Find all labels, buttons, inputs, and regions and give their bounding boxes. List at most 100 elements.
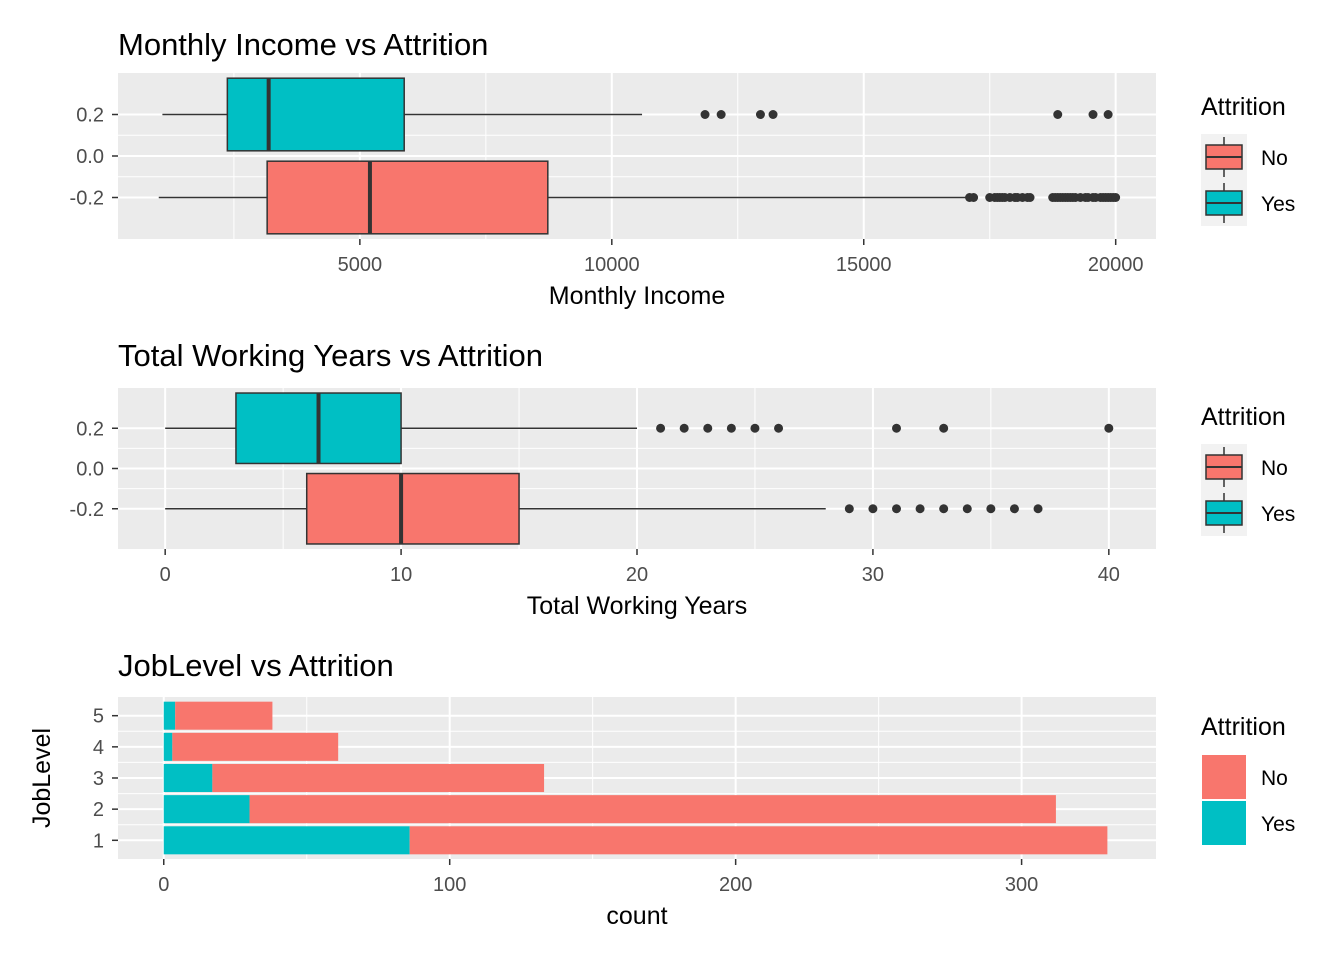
outlier-point — [915, 504, 925, 514]
boxplot-no — [165, 472, 1043, 545]
x-axis-label: Total Working Years — [527, 592, 748, 620]
x-tick-label: 10 — [390, 564, 412, 586]
box-iqr — [266, 160, 549, 235]
x-tick-label: 100 — [433, 874, 466, 896]
outlier-point — [1009, 504, 1019, 514]
y-tick-label: 0.0 — [76, 146, 104, 168]
x-tick-label: 30 — [862, 564, 884, 586]
outlier-point — [768, 110, 778, 119]
legend-label: No — [1261, 767, 1288, 790]
legend-title: Attrition — [1201, 93, 1286, 121]
bar-segment-no — [172, 732, 339, 761]
outlier-point — [844, 504, 854, 514]
legend-item-no: No — [1201, 134, 1288, 180]
x-axis-label: count — [606, 902, 667, 930]
y-tick-label: 4 — [93, 737, 104, 759]
x-tick-label: 10000 — [584, 254, 640, 276]
outlier-point — [656, 423, 666, 433]
y-tick-label: 0.0 — [76, 459, 104, 481]
x-tick-label: 5000 — [338, 254, 383, 276]
panel-1: Monthly Income vs Attrition 5000 10000 1500… — [70, 27, 1296, 310]
legend-item-yes: Yes — [1201, 800, 1295, 846]
bar-group-joblevel-4 — [163, 732, 339, 761]
outlier-point — [939, 504, 949, 514]
outlier-point — [868, 504, 878, 514]
bar-group-joblevel-1 — [163, 826, 1108, 855]
boxplot-no — [158, 160, 1121, 235]
outlier-point — [716, 110, 726, 119]
outlier-point — [1104, 423, 1114, 433]
y-tick-label: -0.2 — [70, 499, 104, 521]
outlier-point — [1088, 110, 1098, 119]
y-tick-label: 0.2 — [76, 105, 104, 127]
outlier-point — [892, 504, 901, 514]
bar-segment-no — [409, 826, 1108, 855]
outlier-point — [1053, 110, 1063, 119]
bar-segment-yes — [163, 701, 176, 730]
outlier-point — [1111, 193, 1121, 202]
outlier-point — [939, 423, 949, 433]
bar-group-joblevel-5 — [163, 701, 273, 730]
box-iqr — [305, 472, 520, 545]
panel-title: Monthly Income vs Attrition — [118, 27, 488, 62]
x-tick-label: 0 — [160, 564, 171, 586]
y-tick-label: 2 — [93, 799, 104, 821]
outlier-point — [1103, 110, 1113, 119]
box-iqr — [226, 77, 405, 152]
panel-title: Total Working Years vs Attrition — [118, 338, 543, 373]
legend-item-no: No — [1201, 754, 1288, 800]
panel-3: JobLevel vs Attrition 0 100 200 300 count 5 4 3 2… — [28, 648, 1295, 930]
x-tick-label: 200 — [719, 874, 752, 896]
bar-segment-yes — [163, 763, 213, 793]
bar-segment-no — [212, 763, 545, 793]
legend-label: Yes — [1261, 193, 1295, 216]
legend-label: Yes — [1261, 813, 1295, 836]
panel-2: Total Working Years vs Attrition 0 10 20 30 4… — [70, 338, 1296, 620]
outlier-point — [774, 423, 784, 433]
x-axis-label: Monthly Income — [549, 282, 725, 310]
outlier-point — [969, 193, 979, 202]
y-tick-label: 1 — [93, 830, 104, 852]
legend-label: No — [1261, 147, 1288, 170]
outlier-point — [986, 504, 996, 514]
bar-segment-no — [249, 795, 1056, 824]
y-tick-label: -0.2 — [70, 188, 104, 210]
legend-item-yes: Yes — [1201, 180, 1295, 226]
outlier-point — [1025, 193, 1035, 202]
y-tick-label: 0.2 — [76, 418, 104, 440]
y-axis-label: JobLevel — [28, 728, 56, 828]
x-tick-label: 300 — [1005, 874, 1038, 896]
x-tick-label: 20000 — [1088, 254, 1144, 276]
x-tick-label: 0 — [158, 874, 169, 896]
legend-title: Attrition — [1201, 403, 1286, 431]
legend-item-no: No — [1201, 444, 1288, 490]
y-tick-label: 5 — [93, 706, 104, 728]
outlier-point — [726, 423, 736, 433]
legend-key-swatch — [1202, 755, 1246, 799]
legend-item-yes: Yes — [1201, 490, 1295, 536]
bar-segment-no — [175, 701, 273, 730]
bar-group-joblevel-2 — [163, 795, 1056, 824]
y-tick-label: 3 — [93, 768, 104, 790]
outlier-point — [703, 423, 713, 433]
boxplot-yes — [162, 77, 1113, 152]
outlier-point — [962, 504, 972, 514]
bar-group-joblevel-3 — [163, 763, 545, 793]
outlier-point — [679, 423, 689, 433]
legend-key-swatch — [1202, 801, 1246, 845]
outlier-point — [892, 423, 901, 433]
x-tick-label: 15000 — [836, 254, 892, 276]
legend-label: Yes — [1261, 503, 1295, 526]
x-tick-label: 20 — [626, 564, 648, 586]
bar-segment-yes — [163, 826, 410, 855]
bar-segment-yes — [163, 795, 250, 824]
outlier-point — [1033, 504, 1043, 514]
boxplot-yes — [165, 392, 1114, 465]
outlier-point — [750, 423, 760, 433]
bar-segment-yes — [163, 732, 173, 761]
outlier-point — [700, 110, 710, 119]
panel-title: JobLevel vs Attrition — [118, 648, 394, 683]
legend-label: No — [1261, 457, 1288, 480]
